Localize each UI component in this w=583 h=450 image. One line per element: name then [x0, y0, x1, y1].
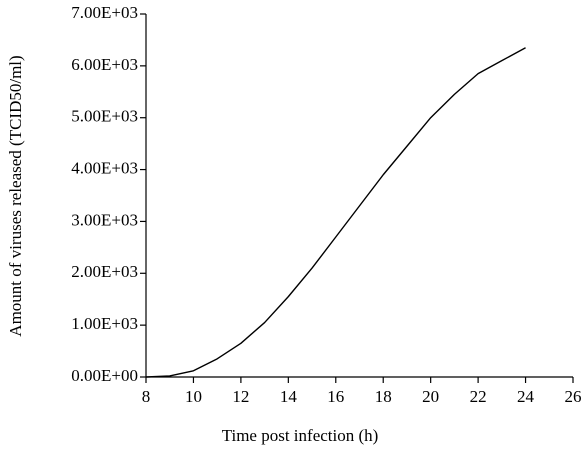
- y-tick-label: 7.00E+03: [71, 3, 138, 22]
- x-tick-label: 14: [280, 387, 298, 406]
- y-tick-label: 3.00E+03: [71, 210, 138, 229]
- x-tick-label: 22: [470, 387, 487, 406]
- x-tick-label: 26: [565, 387, 582, 406]
- y-tick-label: 4.00E+03: [71, 158, 138, 177]
- x-tick-label: 20: [422, 387, 439, 406]
- y-tick-label: 1.00E+03: [71, 314, 138, 333]
- x-axis-label: Time post infection (h): [222, 426, 379, 445]
- y-axis-label: Amount of viruses released (TCID50/ml): [6, 55, 25, 336]
- y-tick-label: 6.00E+03: [71, 55, 138, 74]
- y-tick-label: 0.00E+00: [71, 366, 138, 385]
- x-tick-label: 18: [375, 387, 392, 406]
- x-tick-label: 12: [232, 387, 249, 406]
- data-line: [145, 47, 526, 378]
- x-tick-label: 8: [142, 387, 151, 406]
- y-tick-label: 5.00E+03: [71, 107, 138, 126]
- x-tick-label: 10: [185, 387, 202, 406]
- x-tick-label: 24: [517, 387, 535, 406]
- x-tick-label: 16: [327, 387, 344, 406]
- y-tick-label: 2.00E+03: [71, 262, 138, 281]
